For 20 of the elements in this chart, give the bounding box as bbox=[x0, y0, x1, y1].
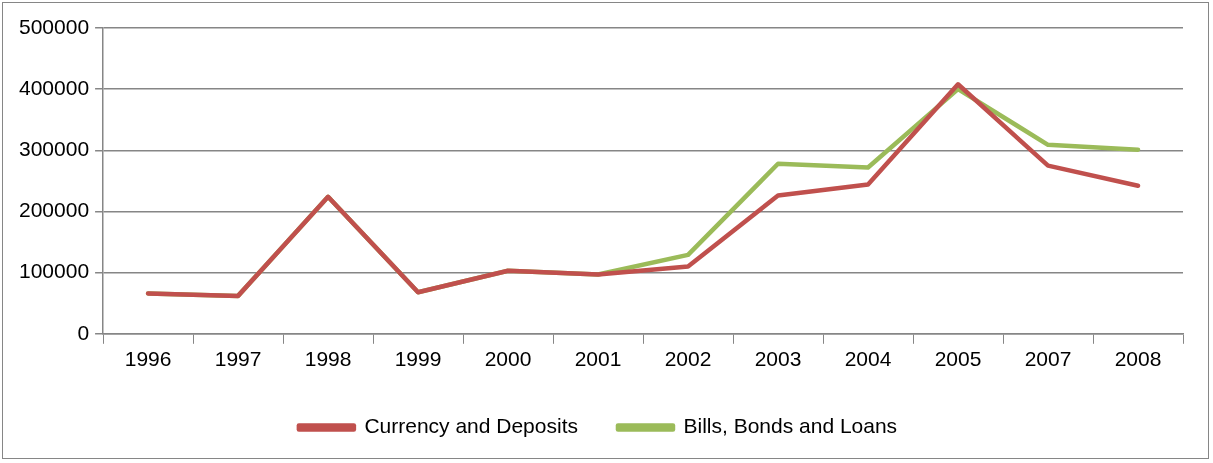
x-tick-label: 1999 bbox=[394, 347, 442, 371]
x-tick-label: 2001 bbox=[574, 347, 622, 371]
x-tick-label: 2008 bbox=[1114, 347, 1162, 371]
x-tick-label: 2004 bbox=[844, 347, 892, 371]
x-tick-label: 1998 bbox=[304, 347, 352, 371]
x-tick-label: 2003 bbox=[754, 347, 802, 371]
x-tick-label: 1997 bbox=[214, 347, 262, 371]
legend-label: Currency and Deposits bbox=[364, 414, 578, 438]
y-tick-label: 100000 bbox=[19, 259, 90, 283]
y-tick-label: 200000 bbox=[19, 198, 90, 222]
y-tick-label: 500000 bbox=[19, 14, 90, 38]
y-tick-label: 300000 bbox=[19, 137, 90, 161]
y-tick-label: 0 bbox=[77, 320, 90, 344]
y-tick-label: 400000 bbox=[19, 75, 90, 99]
x-tick-label: 2002 bbox=[664, 347, 712, 371]
x-tick-label: 1996 bbox=[124, 347, 172, 371]
x-tick-label: 2007 bbox=[1024, 347, 1072, 371]
x-tick-label: 2000 bbox=[484, 347, 532, 371]
legend-label: Bills, Bonds and Loans bbox=[683, 414, 898, 438]
x-tick-label: 2005 bbox=[934, 347, 982, 371]
